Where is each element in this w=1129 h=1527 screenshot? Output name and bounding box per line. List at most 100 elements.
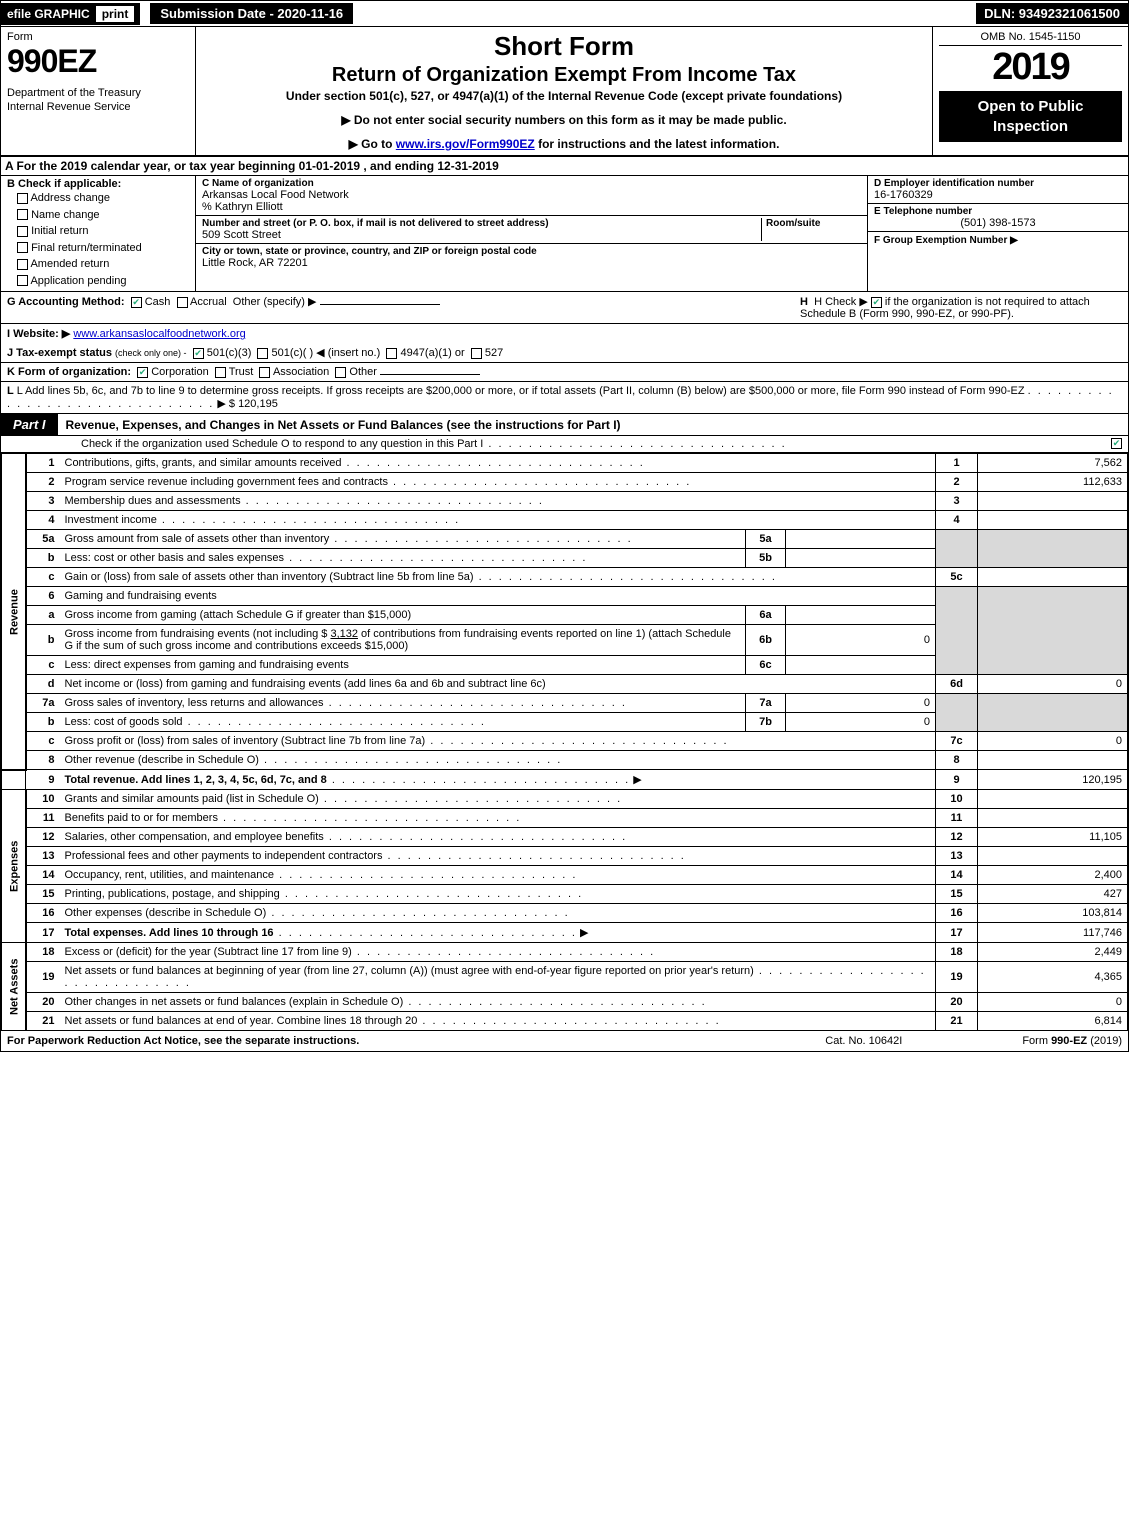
website-link[interactable]: www.arkansaslocalfoodnetwork.org bbox=[73, 328, 245, 340]
line-5a: 5a Gross amount from sale of assets othe… bbox=[2, 530, 1128, 549]
line-15: 15 Printing, publications, postage, and … bbox=[2, 885, 1128, 904]
val-7a: 0 bbox=[786, 694, 936, 713]
chk-amended-return[interactable]: Amended return bbox=[17, 256, 189, 273]
short-form-title: Short Form bbox=[204, 31, 924, 62]
line-8: 8 Other revenue (describe in Schedule O)… bbox=[2, 751, 1128, 770]
k-label: K Form of organization: bbox=[7, 366, 131, 378]
form-page: efile GRAPHIC print Submission Date - 20… bbox=[0, 0, 1129, 1052]
part-i-header: Part I Revenue, Expenses, and Changes in… bbox=[1, 414, 1128, 436]
note-post: for instructions and the latest informat… bbox=[535, 137, 780, 151]
ssn-note: ▶ Do not enter social security numbers o… bbox=[204, 113, 924, 127]
part-i-title: Revenue, Expenses, and Changes in Net As… bbox=[58, 418, 621, 432]
line-4: 4 Investment income 4 bbox=[2, 511, 1128, 530]
line-2: 2 Program service revenue including gove… bbox=[2, 473, 1128, 492]
chk-application-pending[interactable]: Application pending bbox=[17, 273, 189, 290]
val-21: 6,814 bbox=[978, 1012, 1128, 1031]
efile-label: efile GRAPHIC bbox=[7, 7, 90, 21]
lines-table: Revenue 1 Contributions, gifts, grants, … bbox=[1, 453, 1128, 1031]
g-label: G Accounting Method: bbox=[7, 296, 125, 308]
line-1: Revenue 1 Contributions, gifts, grants, … bbox=[2, 454, 1128, 473]
ein: 16-1760329 bbox=[874, 189, 1122, 201]
val-6a bbox=[786, 606, 936, 625]
street: 509 Scott Street bbox=[202, 229, 761, 241]
room-label: Room/suite bbox=[766, 218, 861, 229]
subtitle: Under section 501(c), 527, or 4947(a)(1)… bbox=[204, 89, 924, 103]
footer: For Paperwork Reduction Act Notice, see … bbox=[1, 1031, 1128, 1051]
irs-link[interactable]: www.irs.gov/Form990EZ bbox=[396, 137, 535, 151]
val-7c: 0 bbox=[978, 732, 1128, 751]
chk-initial-return[interactable]: Initial return bbox=[17, 223, 189, 240]
l-text: L Add lines 5b, 6c, and 7b to line 9 to … bbox=[17, 385, 1025, 397]
val-8 bbox=[978, 751, 1128, 770]
chk-4947[interactable] bbox=[386, 348, 397, 359]
part-i-tag: Part I bbox=[1, 414, 58, 435]
topbar: efile GRAPHIC print Submission Date - 20… bbox=[1, 1, 1128, 27]
line-6: 6 Gaming and fundraising events bbox=[2, 587, 1128, 606]
footer-cat: Cat. No. 10642I bbox=[825, 1035, 902, 1047]
cell-group: F Group Exemption Number ▶ bbox=[868, 232, 1128, 248]
val-13 bbox=[978, 847, 1128, 866]
omb-number: OMB No. 1545-1150 bbox=[939, 31, 1122, 46]
chk-sched-o[interactable] bbox=[1111, 438, 1122, 449]
col-b-label: B Check if applicable: bbox=[7, 178, 189, 190]
chk-501c3[interactable] bbox=[193, 348, 204, 359]
line-21: 21 Net assets or fund balances at end of… bbox=[2, 1012, 1128, 1031]
line-13: 13 Professional fees and other payments … bbox=[2, 847, 1128, 866]
col-c: C Name of organization Arkansas Local Fo… bbox=[196, 176, 868, 291]
i-label: I Website: ▶ bbox=[7, 328, 70, 340]
goto-note: ▶ Go to www.irs.gov/Form990EZ for instru… bbox=[204, 137, 924, 151]
line-9: 9 Total revenue. Add lines 1, 2, 3, 4, 5… bbox=[2, 770, 1128, 790]
val-20: 0 bbox=[978, 993, 1128, 1012]
val-12: 11,105 bbox=[978, 828, 1128, 847]
row-h: H H Check ▶ if the organization is not r… bbox=[792, 295, 1122, 320]
print-button[interactable]: print bbox=[96, 6, 135, 22]
line-11: 11 Benefits paid to or for members 11 bbox=[2, 809, 1128, 828]
form-number-box: Form 990EZ Department of the Treasury In… bbox=[1, 27, 196, 155]
group-label: F Group Exemption Number ▶ bbox=[874, 235, 1018, 246]
submission-date: Submission Date - 2020-11-16 bbox=[148, 1, 355, 26]
chk-501c[interactable] bbox=[257, 348, 268, 359]
vlabel-netassets: Net Assets bbox=[2, 943, 26, 1031]
chk-final-return[interactable]: Final return/terminated bbox=[17, 240, 189, 257]
chk-cash[interactable] bbox=[131, 297, 142, 308]
chk-address-change[interactable]: Address change bbox=[17, 190, 189, 207]
val-9: 120,195 bbox=[978, 770, 1128, 790]
title-box: Short Form Return of Organization Exempt… bbox=[196, 27, 933, 155]
chk-other-org[interactable] bbox=[335, 367, 346, 378]
tel: (501) 398-1573 bbox=[874, 217, 1122, 229]
val-15: 427 bbox=[978, 885, 1128, 904]
val-4 bbox=[978, 511, 1128, 530]
line-17: 17 Total expenses. Add lines 10 through … bbox=[2, 923, 1128, 943]
cell-ein: D Employer identification number 16-1760… bbox=[868, 176, 1128, 204]
ein-label: D Employer identification number bbox=[874, 178, 1122, 189]
line-20: 20 Other changes in net assets or fund b… bbox=[2, 993, 1128, 1012]
chk-name-change[interactable]: Name change bbox=[17, 207, 189, 224]
line-3: 3 Membership dues and assessments 3 bbox=[2, 492, 1128, 511]
chk-corp[interactable] bbox=[137, 367, 148, 378]
col-b: B Check if applicable: Address change Na… bbox=[1, 176, 196, 291]
return-title: Return of Organization Exempt From Incom… bbox=[204, 64, 924, 87]
care-of: % Kathryn Elliott bbox=[202, 201, 861, 213]
chk-trust[interactable] bbox=[215, 367, 226, 378]
chk-accrual[interactable] bbox=[177, 297, 188, 308]
line-10: Expenses 10 Grants and similar amounts p… bbox=[2, 790, 1128, 809]
vlabel-expenses: Expenses bbox=[2, 790, 26, 943]
footer-left: For Paperwork Reduction Act Notice, see … bbox=[7, 1035, 359, 1047]
chk-527[interactable] bbox=[471, 348, 482, 359]
val-6b: 0 bbox=[786, 625, 936, 656]
line-19: 19 Net assets or fund balances at beginn… bbox=[2, 962, 1128, 993]
line-7c: c Gross profit or (loss) from sales of i… bbox=[2, 732, 1128, 751]
val-2: 112,633 bbox=[978, 473, 1128, 492]
val-1: 7,562 bbox=[978, 454, 1128, 473]
row-i: I Website: ▶ www.arkansaslocalfoodnetwor… bbox=[1, 324, 1128, 343]
chk-sched-b[interactable] bbox=[871, 297, 882, 308]
line-12: 12 Salaries, other compensation, and emp… bbox=[2, 828, 1128, 847]
val-17: 117,746 bbox=[978, 923, 1128, 943]
form-number: 990EZ bbox=[7, 43, 189, 80]
line-6d: d Net income or (loss) from gaming and f… bbox=[2, 675, 1128, 694]
val-5c bbox=[978, 568, 1128, 587]
chk-assoc[interactable] bbox=[259, 367, 270, 378]
val-11 bbox=[978, 809, 1128, 828]
row-j: J Tax-exempt status (check only one) - 5… bbox=[1, 343, 1128, 363]
val-10 bbox=[978, 790, 1128, 809]
